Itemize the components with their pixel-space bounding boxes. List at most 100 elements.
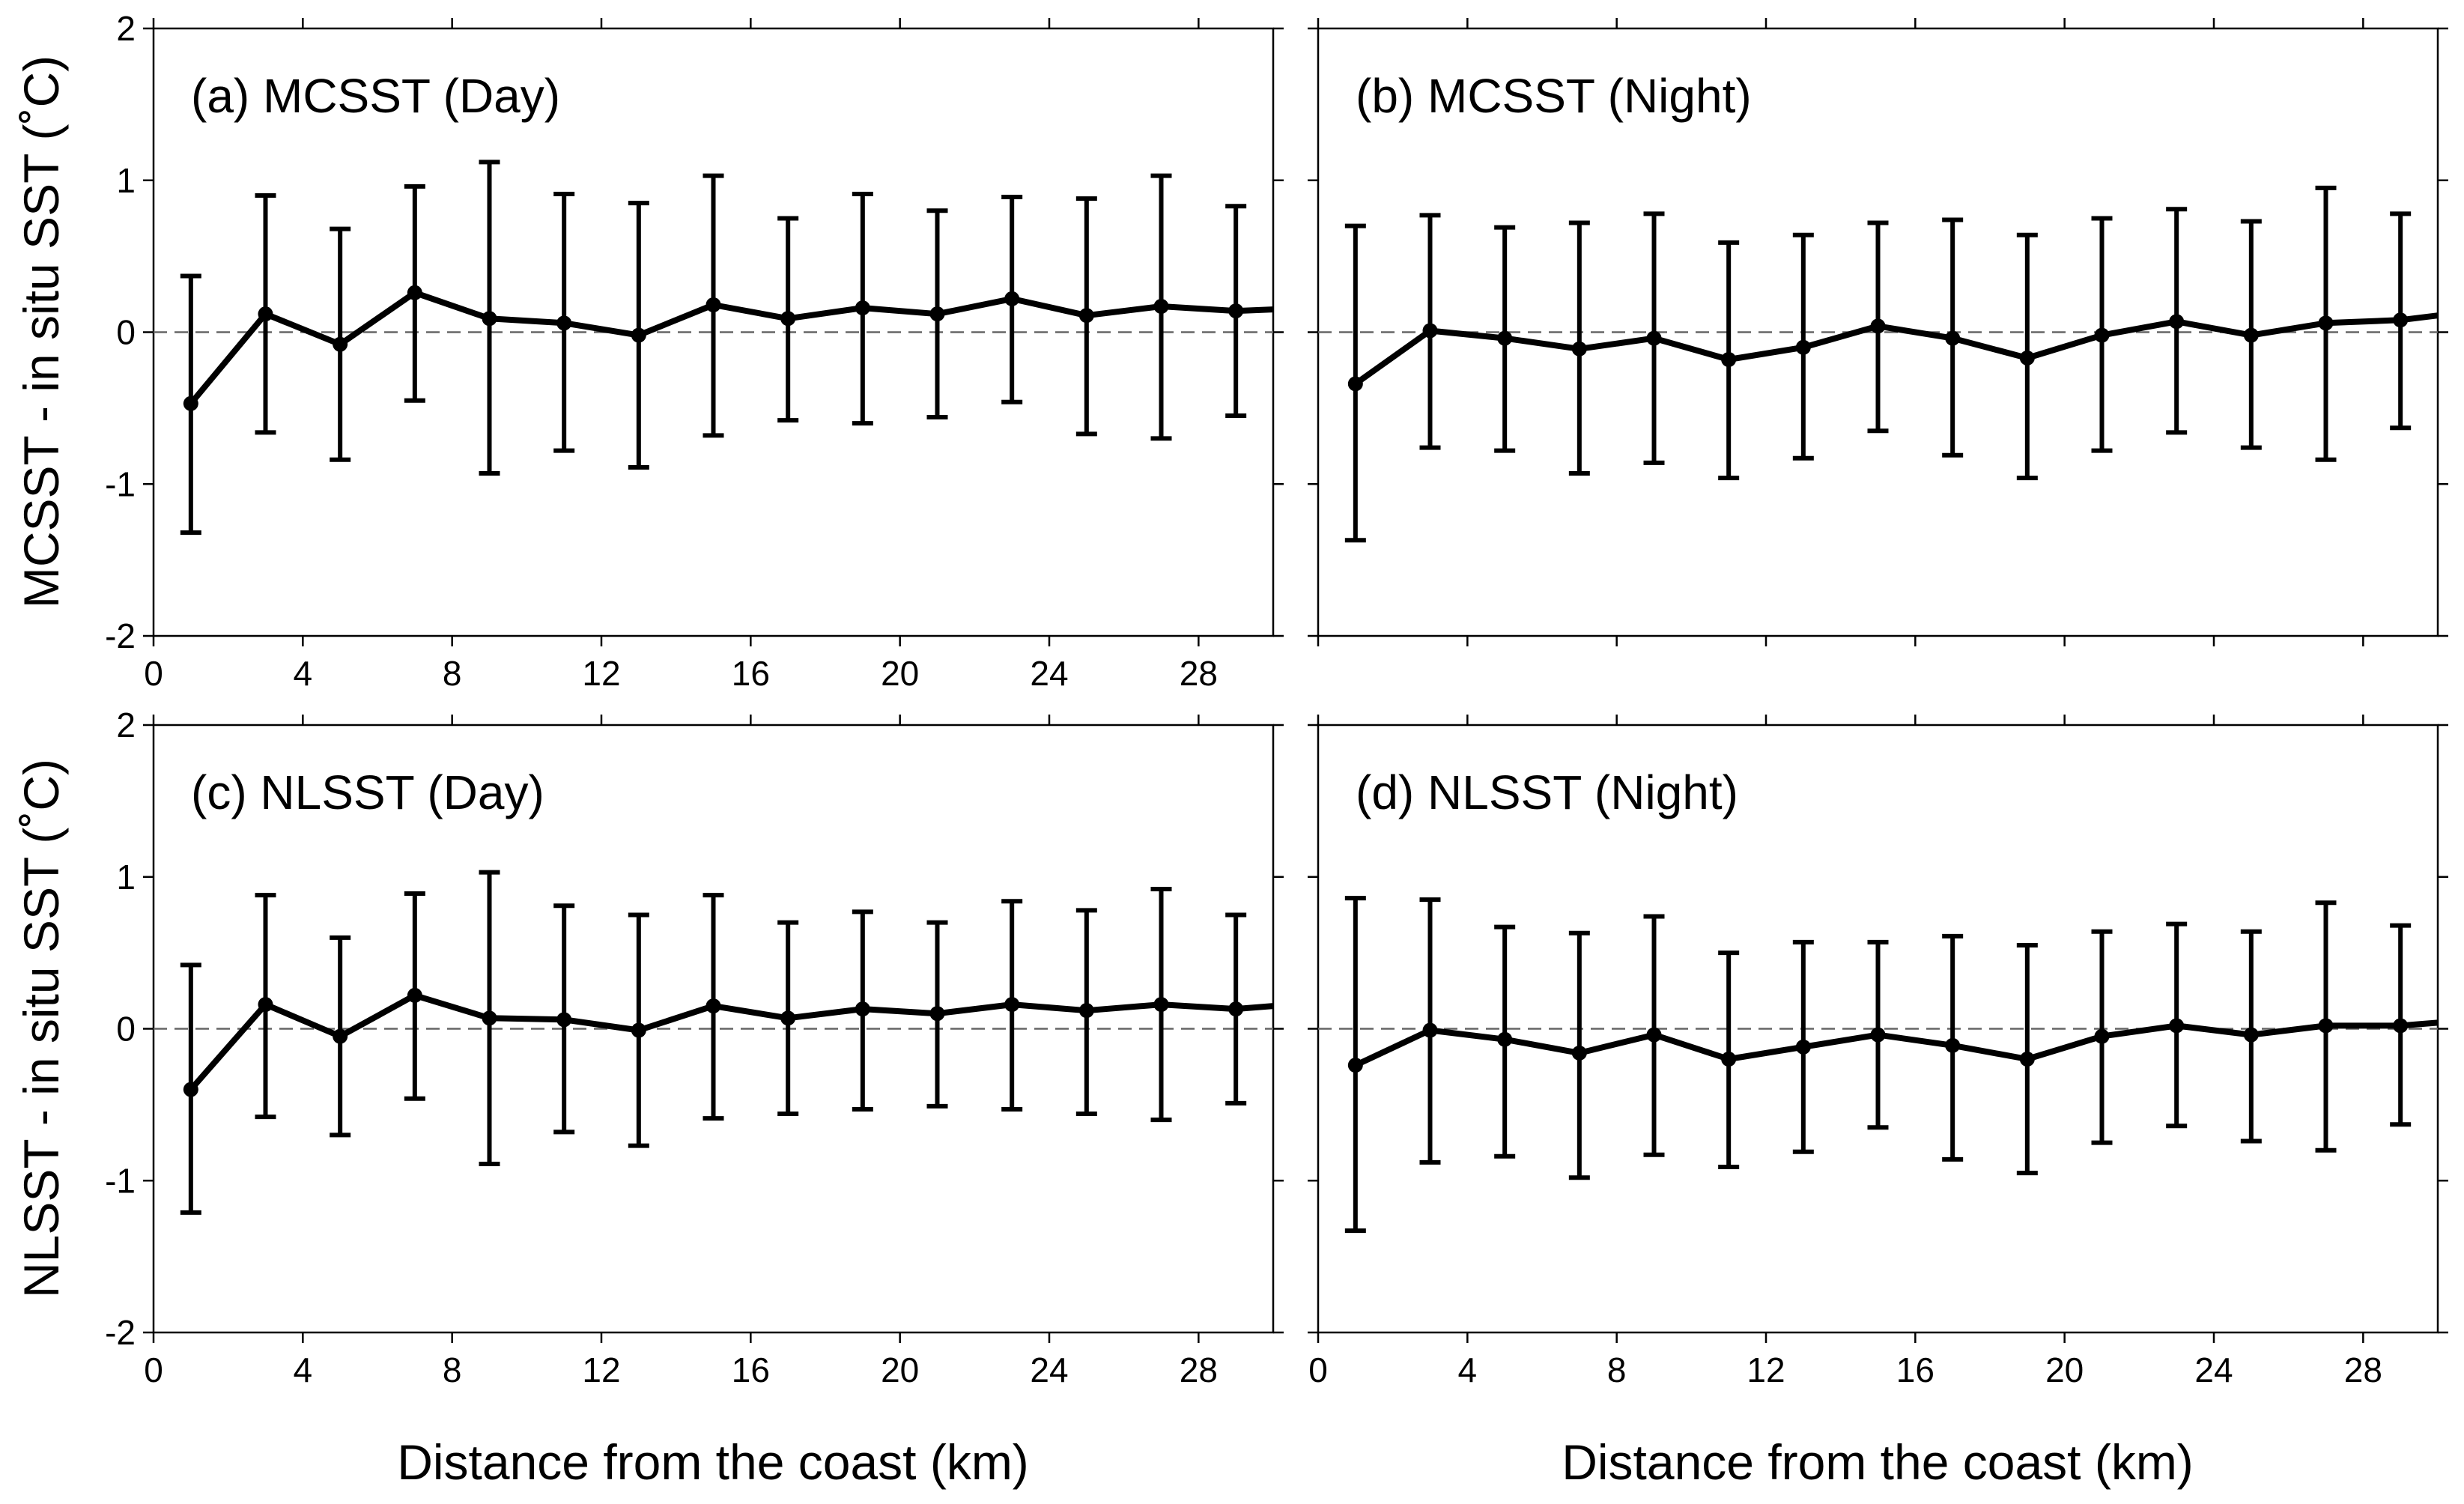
panel-c-x-tick-label: 8 [443, 1350, 462, 1389]
y-axis-title-bottom: NLSST - in situ SST (˚C) [13, 759, 69, 1298]
panel-a-data-point [333, 336, 348, 352]
panel-b-data-point [1945, 330, 1961, 346]
panel-d-data-point [1795, 1039, 1811, 1055]
panel-a-data-point [705, 297, 721, 313]
panel-d-data-point [1721, 1052, 1737, 1067]
panel-a-data-point [1078, 308, 1094, 324]
panel-a-x-tick-label: 4 [294, 654, 313, 693]
panel-b-data-point [1422, 323, 1438, 339]
panel-c-data-point [1153, 997, 1169, 1013]
panel-c-y-tick-label: 1 [116, 858, 136, 897]
panel-b-data-point [1646, 330, 1662, 346]
panel-c-data-point [482, 1010, 497, 1026]
panel-a-x-tick-label: 16 [732, 654, 770, 693]
panel-c-y-tick-label: 2 [116, 706, 136, 745]
panel-a-data-point [1228, 303, 1244, 319]
panel-a-y-tick-label: 0 [116, 313, 136, 352]
panel-c-data-point [929, 1006, 945, 1022]
panel-c-x-tick-label: 20 [881, 1350, 919, 1389]
panel-a-x-tick-label: 12 [582, 654, 620, 693]
panel-d-plot: 0 4 8 12 16 20 24 28 [1308, 715, 2448, 1389]
panel-a-x-tick-label: 24 [1030, 654, 1068, 693]
panel-d-x-tick-label: 24 [2194, 1350, 2233, 1389]
panel-b-data-point [1497, 330, 1513, 346]
panel-d-label: (d) NLSST (Night) [1356, 765, 1738, 819]
panel-a-label: (a) MCSST (Day) [191, 69, 560, 123]
panel-a-y-tick-label: 1 [116, 161, 136, 200]
panel-a-data-point [631, 327, 646, 343]
panel-b-data-point [2169, 314, 2185, 330]
panel-c-x-tick-label: 12 [582, 1350, 620, 1389]
panel-a-data-point [1153, 299, 1169, 315]
panel-c-x-tick-label: 28 [1180, 1350, 1218, 1389]
panel-c-x-tick-label: 16 [732, 1350, 770, 1389]
panel-d-x-tick-label: 0 [1308, 1350, 1328, 1389]
panel-b-data-point [2318, 315, 2334, 331]
panel-c-data-point [1078, 1003, 1094, 1019]
panel-b-data-point [2243, 327, 2259, 343]
panel-c-data-point [705, 998, 721, 1014]
panel-d-data-point [1497, 1031, 1513, 1047]
panel-d-data-point [1945, 1037, 1961, 1053]
panel-b-data-point [1870, 318, 1886, 334]
panel-d-x-tick-label: 12 [1747, 1350, 1785, 1389]
panel-a-data-point [482, 311, 497, 327]
panel-d-data-point [1870, 1027, 1886, 1043]
panel-c-data-point [183, 1082, 198, 1097]
panel-b-plot [1308, 18, 2448, 646]
panel-c-data-point [1004, 997, 1020, 1013]
panel-a-x-tick-label: 20 [881, 654, 919, 693]
panel-c-y-tick-label: -2 [105, 1313, 136, 1352]
panel-d-data-point [1571, 1045, 1587, 1061]
panel-d-data-point [1646, 1027, 1662, 1043]
panel-d-data-point [1347, 1058, 1363, 1073]
panel-a-x-tick-label: 0 [144, 654, 163, 693]
panel-d-data-point [2019, 1052, 2035, 1067]
panel-d-x-tick-label: 4 [1458, 1350, 1478, 1389]
panel-a-data-point [407, 285, 422, 300]
y-axis-title-top: MCSST - in situ SST (˚C) [13, 55, 69, 608]
panel-d-x-tick-label: 20 [2045, 1350, 2084, 1389]
panel-b-data-point [2094, 327, 2110, 343]
panel-d-x-tick-label: 16 [1896, 1350, 1935, 1389]
panel-c-y-tick-label: -1 [105, 1161, 136, 1200]
panel-c-x-tick-label: 24 [1030, 1350, 1068, 1389]
panel-c-label: (c) NLSST (Day) [191, 765, 544, 819]
panel-a-data-point [929, 306, 945, 322]
panel-c-y-tick-label: 0 [116, 1010, 136, 1049]
panel-a-x-tick-label: 8 [443, 654, 462, 693]
panel-d-mean-line [1354, 1019, 2439, 1068]
panel-b-data-point [2393, 312, 2409, 328]
panel-d-data-point [2318, 1018, 2334, 1034]
panel-d: (d) NLSST (Night) 0 4 8 12 16 20 24 28 [1308, 715, 2448, 1389]
panel-c-data-point [556, 1012, 572, 1028]
panel-b-data-point [1571, 341, 1587, 357]
panel-a-data-point [258, 306, 273, 322]
panel-b-data-point [2019, 350, 2035, 366]
panel-a-y-tick-label: 2 [116, 9, 136, 48]
panel-b-label: (b) MCSST (Night) [1356, 69, 1752, 123]
panel-c-data-point [780, 1010, 796, 1026]
panel-d-x-tick-label: 8 [1607, 1350, 1627, 1389]
panel-c-data-point [1228, 1001, 1244, 1017]
panel-b-data-point [1347, 376, 1363, 392]
panel-a-data-point [855, 300, 870, 316]
panel-c-x-tick-label: 4 [294, 1350, 313, 1389]
panel-a-y-tick-label: -2 [105, 616, 136, 655]
panel-b-mean-line [1353, 312, 2439, 386]
panel-a-y-tick-label: -1 [105, 464, 136, 503]
panel-c-mean-line [188, 992, 1274, 1092]
panel-a-mean-line [188, 289, 1274, 406]
panel-a-data-point [556, 315, 572, 331]
panel-a-data-point [183, 395, 198, 411]
panel-b: (b) MCSST (Night) [1308, 18, 2448, 646]
panel-c-data-point [407, 987, 422, 1003]
panel-d-data-point [1422, 1022, 1438, 1038]
panel-c-data-point [631, 1022, 646, 1038]
panel-d-x-tick-label: 28 [2344, 1350, 2382, 1389]
